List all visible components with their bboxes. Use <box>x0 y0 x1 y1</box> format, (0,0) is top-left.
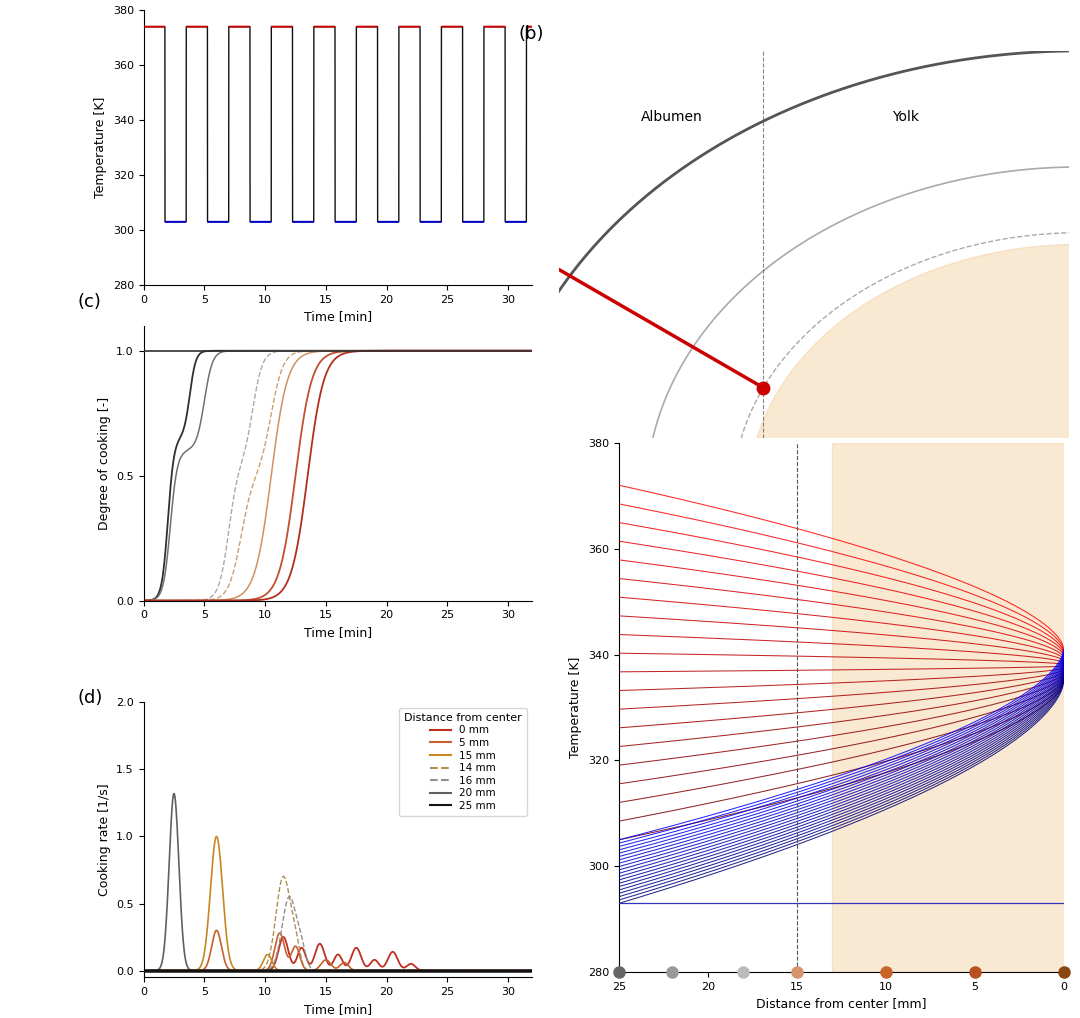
0 mm <box>457 964 470 976</box>
Text: (d): (d) <box>78 689 103 706</box>
16 mm <box>137 964 150 976</box>
0 mm <box>286 956 299 968</box>
5 mm <box>428 964 441 976</box>
Line: 5 mm: 5 mm <box>144 930 532 970</box>
14 mm <box>370 964 383 976</box>
Line: 0 mm: 0 mm <box>144 937 532 970</box>
Text: (c): (c) <box>78 293 102 310</box>
14 mm <box>137 964 150 976</box>
16 mm <box>526 964 539 976</box>
0 mm <box>428 964 441 976</box>
5 mm <box>390 964 403 976</box>
Y-axis label: Degree of cooking [-]: Degree of cooking [-] <box>97 397 111 529</box>
20 mm <box>390 964 403 976</box>
15 mm <box>390 964 403 976</box>
20 mm <box>207 964 220 976</box>
16 mm <box>370 964 383 976</box>
25 mm <box>370 964 383 976</box>
Y-axis label: Temperature [K]: Temperature [K] <box>94 97 107 199</box>
20 mm <box>526 964 539 976</box>
5 mm <box>457 964 470 976</box>
25 mm <box>137 964 150 976</box>
0 mm <box>276 930 289 943</box>
20 mm <box>457 964 470 976</box>
5 mm <box>526 964 539 976</box>
Y-axis label: Temperature [K]: Temperature [K] <box>569 657 582 758</box>
Text: Periodic: Periodic <box>19 452 43 566</box>
5 mm <box>507 964 519 976</box>
15 mm <box>210 831 222 843</box>
20 mm <box>428 964 441 976</box>
16 mm <box>390 964 403 976</box>
15 mm <box>286 964 299 976</box>
25 mm <box>286 964 299 976</box>
Bar <box>833 443 1064 972</box>
15 mm <box>445 964 458 976</box>
14 mm <box>457 964 470 976</box>
X-axis label: Time [min]: Time [min] <box>303 1003 373 1016</box>
0 mm <box>370 955 383 967</box>
0 mm <box>526 964 539 976</box>
5 mm <box>207 928 220 941</box>
16 mm <box>286 895 299 907</box>
15 mm <box>370 964 383 976</box>
15 mm <box>457 964 470 976</box>
Text: (b): (b) <box>518 25 544 43</box>
Text: Yolk: Yolk <box>892 110 919 123</box>
0 mm <box>137 964 150 976</box>
14 mm <box>207 964 220 976</box>
14 mm <box>526 964 539 976</box>
15 mm <box>207 840 220 852</box>
5 mm <box>370 964 383 976</box>
14 mm <box>286 905 299 917</box>
Line: 20 mm: 20 mm <box>144 794 532 970</box>
20 mm <box>370 964 383 976</box>
25 mm <box>207 964 220 976</box>
15 mm <box>137 964 150 976</box>
5 mm <box>286 945 299 957</box>
20 mm <box>355 964 368 976</box>
Line: 16 mm: 16 mm <box>144 897 532 970</box>
0 mm <box>207 964 220 976</box>
16 mm <box>457 964 470 976</box>
16 mm <box>207 964 220 976</box>
20 mm <box>286 964 299 976</box>
14 mm <box>428 964 441 976</box>
16 mm <box>283 891 296 903</box>
Line: 14 mm: 14 mm <box>144 876 532 970</box>
20 mm <box>167 788 180 800</box>
Legend: 0 mm, 5 mm, 15 mm, 14 mm, 16 mm, 20 mm, 25 mm: 0 mm, 5 mm, 15 mm, 14 mm, 16 mm, 20 mm, … <box>400 708 527 816</box>
15 mm <box>526 964 539 976</box>
25 mm <box>457 964 470 976</box>
X-axis label: Time [min]: Time [min] <box>303 310 373 324</box>
25 mm <box>526 964 539 976</box>
5 mm <box>137 964 150 976</box>
20 mm <box>137 964 150 976</box>
Line: 15 mm: 15 mm <box>144 837 532 970</box>
14 mm <box>390 964 403 976</box>
Polygon shape <box>748 244 1080 747</box>
25 mm <box>428 964 441 976</box>
0 mm <box>390 951 403 963</box>
Y-axis label: Cooking rate [1/s]: Cooking rate [1/s] <box>97 784 110 896</box>
14 mm <box>276 870 289 883</box>
16 mm <box>428 964 441 976</box>
X-axis label: Time [min]: Time [min] <box>303 626 373 639</box>
15 mm <box>428 964 441 976</box>
X-axis label: Distance from center [mm]: Distance from center [mm] <box>756 998 927 1011</box>
Text: Albumen: Albumen <box>640 110 702 123</box>
5 mm <box>210 924 222 937</box>
25 mm <box>390 964 403 976</box>
